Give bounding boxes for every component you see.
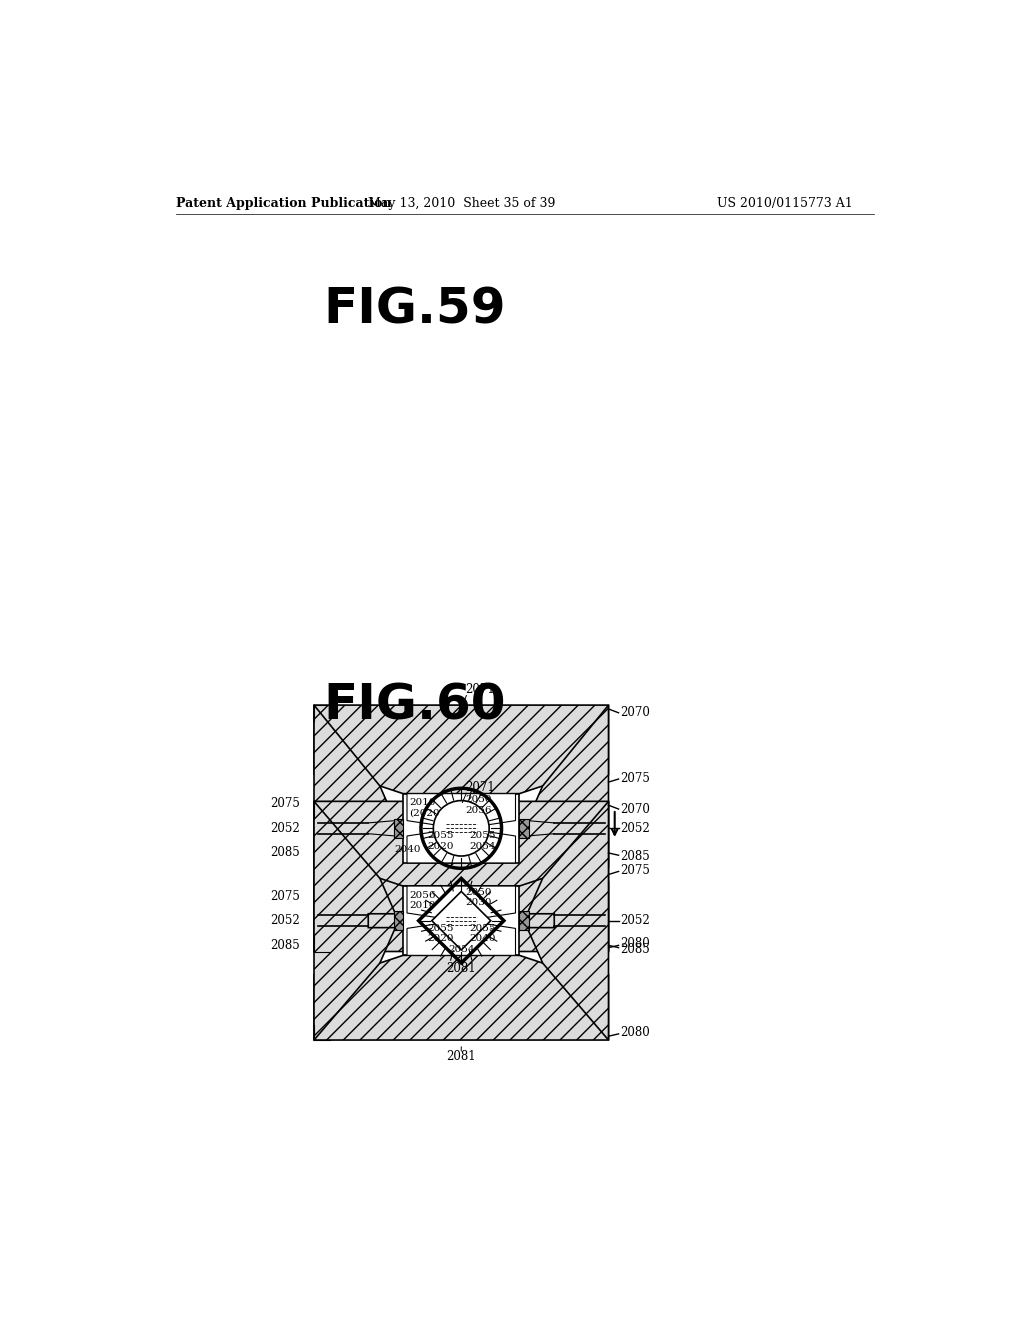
Text: FIG.60: FIG.60	[324, 682, 506, 730]
Text: 2055: 2055	[427, 924, 454, 933]
Text: 2056: 2056	[465, 807, 492, 814]
Text: 2010: 2010	[410, 900, 436, 909]
Polygon shape	[314, 863, 608, 952]
Text: 2055: 2055	[469, 924, 496, 933]
Text: 2080: 2080	[621, 1026, 650, 1039]
Text: 2075: 2075	[621, 865, 650, 878]
Text: 2020: 2020	[427, 935, 454, 942]
Polygon shape	[314, 705, 608, 793]
Text: 2050: 2050	[465, 796, 492, 804]
Text: 2055: 2055	[469, 832, 496, 841]
Polygon shape	[407, 886, 515, 921]
Text: US 2010/0115773 A1: US 2010/0115773 A1	[717, 197, 853, 210]
Text: 2070: 2070	[621, 706, 650, 719]
Text: 2085: 2085	[621, 942, 650, 956]
Text: 2075: 2075	[270, 890, 300, 903]
Text: 2071: 2071	[465, 781, 495, 795]
Text: 2052: 2052	[270, 915, 300, 927]
Text: 2052: 2052	[621, 822, 650, 834]
Text: 2010: 2010	[410, 799, 436, 808]
Text: 2055: 2055	[427, 832, 454, 841]
Bar	[403, 793, 519, 863]
Text: 2040: 2040	[394, 845, 420, 854]
Text: 2050: 2050	[465, 888, 492, 896]
Text: May 13, 2010  Sheet 35 of 39: May 13, 2010 Sheet 35 of 39	[368, 197, 555, 210]
Bar	[519, 818, 528, 838]
Text: 2040: 2040	[469, 935, 496, 942]
Text: 2020: 2020	[427, 842, 454, 850]
Polygon shape	[407, 793, 515, 829]
Polygon shape	[314, 956, 608, 1040]
Polygon shape	[314, 801, 395, 1040]
Ellipse shape	[433, 800, 489, 855]
Text: 2052: 2052	[621, 915, 650, 927]
Text: (2020: (2020	[410, 808, 440, 817]
Text: 2052: 2052	[270, 822, 300, 834]
Polygon shape	[314, 705, 395, 952]
Text: 2075: 2075	[621, 772, 650, 785]
Text: 2085: 2085	[270, 939, 300, 952]
Text: 2081: 2081	[446, 1051, 476, 1064]
Text: 2081: 2081	[446, 962, 476, 975]
Bar	[394, 911, 403, 929]
Text: 2075: 2075	[270, 797, 300, 810]
Polygon shape	[527, 801, 608, 1040]
Text: 2054: 2054	[469, 842, 496, 850]
Text: 2054: 2054	[449, 945, 474, 953]
Text: 2056: 2056	[410, 891, 436, 900]
Text: 2085: 2085	[270, 846, 300, 859]
Text: Patent Application Publication: Patent Application Publication	[176, 197, 391, 210]
Bar	[519, 911, 528, 929]
Polygon shape	[432, 891, 490, 950]
Polygon shape	[407, 921, 515, 956]
Text: 2080: 2080	[621, 937, 650, 950]
Polygon shape	[527, 705, 608, 952]
Text: FIG.59: FIG.59	[324, 285, 506, 334]
Text: 2085: 2085	[621, 850, 650, 863]
Text: 2030: 2030	[465, 899, 492, 907]
Polygon shape	[407, 829, 515, 863]
Text: 2071: 2071	[465, 684, 495, 696]
Polygon shape	[314, 801, 608, 886]
Bar	[403, 886, 519, 956]
Bar	[394, 818, 403, 838]
Text: 2070: 2070	[621, 803, 650, 816]
